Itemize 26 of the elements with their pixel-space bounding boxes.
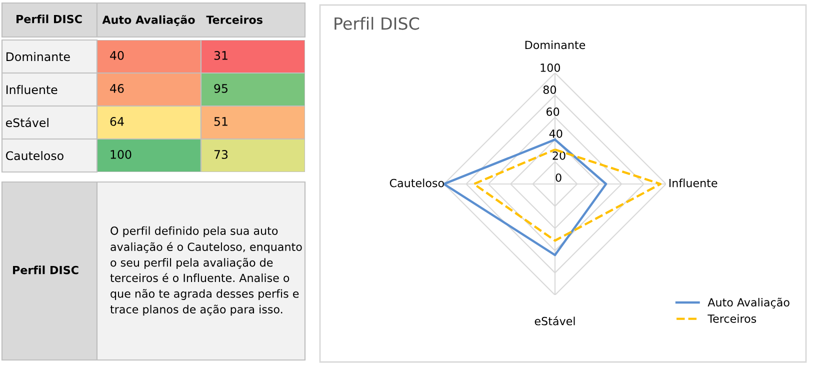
y-tick-label: 20	[552, 151, 566, 160]
data-label: 73	[214, 150, 228, 159]
y-tick-label: Cauteloso	[6, 151, 64, 160]
data-label: 95	[214, 84, 228, 93]
y-tick-label: 100	[540, 64, 560, 72]
text: O perfil definido pela sua auto avaliação é o Cauteloso, enquanto o seu perfil pela avaliação de terceiros é o Influente. Analise o que não te agrada desses perfis e trace planos de ação para isso.	[110, 226, 302, 316]
y-tick-label: 0	[556, 173, 562, 182]
data-label: 40	[110, 50, 124, 60]
spoke-label: Cauteloso	[390, 178, 444, 188]
y-tick-label: Influente	[6, 85, 58, 94]
chart-title: Perfil DISC	[16, 14, 82, 24]
legend-label: Auto Avaliação	[708, 298, 790, 309]
data-label: 46	[110, 84, 124, 93]
y-tick-label: eStável	[6, 118, 48, 128]
spoke-label: Influente	[669, 178, 718, 188]
y-tick-label: 80	[543, 86, 556, 94]
data-label: 100	[110, 150, 132, 159]
legend-label: Terceiros	[708, 314, 756, 323]
data-label: 51	[214, 117, 228, 126]
text: Perfil DISC	[13, 266, 78, 274]
y-tick-label: 40	[549, 129, 562, 138]
data-label: 64	[110, 116, 124, 126]
chart-title: Perfil DISC	[334, 16, 420, 30]
y-tick-label: Dominante	[6, 52, 70, 62]
y-tick-label: 60	[546, 107, 560, 116]
data-label: 31	[214, 50, 228, 60]
